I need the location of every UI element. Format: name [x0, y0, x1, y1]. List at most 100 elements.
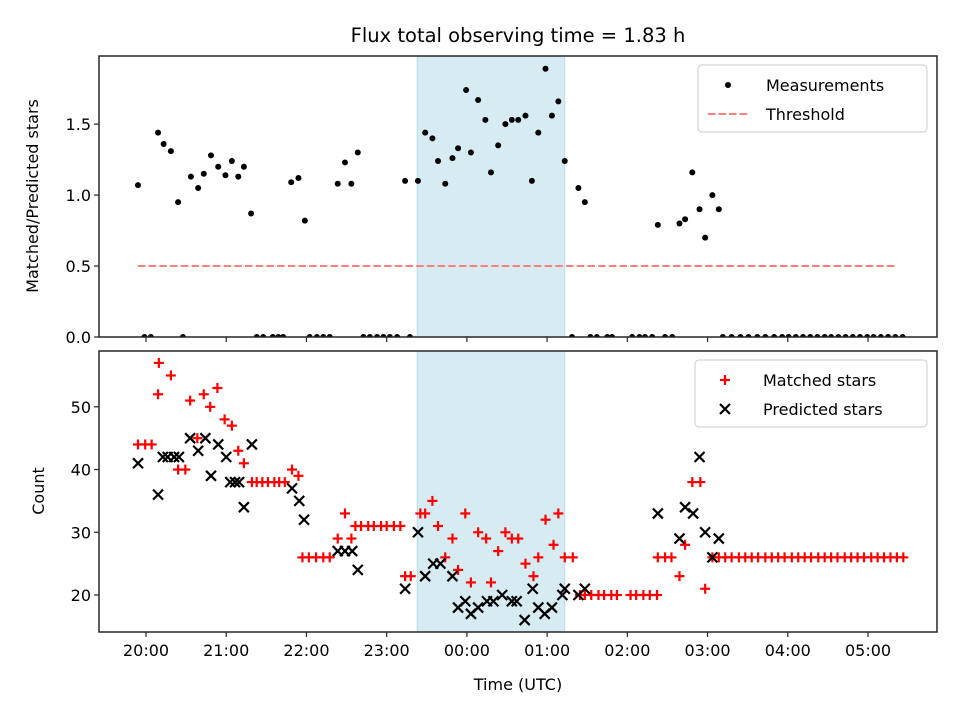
- predicted-star-point: [687, 507, 699, 520]
- matched-star-point: [153, 357, 164, 368]
- y-tick-label: 40: [71, 461, 91, 480]
- measurement-point: [702, 234, 709, 241]
- y-tick-label: 20: [71, 586, 91, 605]
- top-legend: Measurements Threshold: [697, 64, 928, 133]
- x-tick-label: 05:00: [845, 641, 891, 660]
- matched-star-point: [513, 533, 524, 544]
- measurement-point: [200, 170, 207, 177]
- matched-star-point: [533, 552, 544, 563]
- x-tick-label: 00:00: [444, 641, 490, 660]
- matched-star-point: [287, 464, 298, 475]
- matched-star-point: [500, 527, 511, 538]
- measurement-point: [463, 87, 470, 94]
- top-y-axis-label: Matched/Predicted stars: [23, 99, 42, 293]
- matched-star-point: [447, 533, 458, 544]
- predicted-star-point: [673, 532, 686, 545]
- predicted-star-point: [192, 444, 204, 457]
- chart-title: Flux total observing time = 1.83 h: [351, 24, 686, 47]
- matched-star-point: [153, 389, 164, 400]
- matched-star-point: [553, 508, 564, 519]
- predicted-star-point: [459, 595, 472, 608]
- top-shaded-region: [416, 55, 566, 338]
- predicted-star-point: [224, 476, 237, 488]
- y-tick-label: 0.5: [66, 257, 91, 276]
- measurement-point: [696, 206, 703, 213]
- predicted-star-point: [713, 532, 725, 545]
- y-tick-label: 0.0: [66, 328, 91, 347]
- legend-measurements-marker: [725, 82, 731, 88]
- predicted-star-point: [399, 582, 411, 595]
- matched-star-point: [695, 477, 706, 488]
- predicted-star-point: [518, 614, 531, 626]
- matched-star-point: [233, 445, 244, 456]
- measurement-point: [341, 159, 348, 166]
- matched-star-point: [405, 571, 416, 582]
- measurement-point: [475, 96, 482, 103]
- legend-matched-label: Matched stars: [763, 371, 876, 390]
- measurement-point: [187, 173, 194, 180]
- measurement-point: [414, 177, 421, 184]
- predicted-star-point: [510, 595, 523, 608]
- predicted-star-point: [205, 470, 217, 482]
- measurement-point: [508, 116, 515, 123]
- matched-star-point: [611, 589, 622, 600]
- bottom-legend-box: [694, 359, 928, 428]
- x-tick-label: 21:00: [203, 641, 249, 660]
- matched-star-point: [440, 552, 451, 563]
- x-tick-label: 01:00: [524, 641, 570, 660]
- measurement-point: [422, 129, 429, 136]
- measurement-point: [348, 180, 355, 187]
- predicted-star-point: [412, 526, 424, 539]
- measurement-point: [134, 182, 141, 189]
- measurement-point: [442, 180, 449, 187]
- predicted-star-point: [472, 601, 484, 614]
- measurement-point: [575, 184, 582, 191]
- top-panel: 0.0 0.5 1.0 1.5 Matched/Predicted stars Mea…: [23, 55, 938, 347]
- bottom-marks: [132, 357, 909, 626]
- bottom-y-axis-label: Count: [29, 467, 48, 515]
- measurement-point: [455, 145, 462, 152]
- bottom-axes-frame: [98, 350, 938, 633]
- predicted-star-point: [556, 589, 569, 601]
- matched-star-point: [180, 464, 191, 475]
- measurement-point: [354, 149, 361, 156]
- predicted-star-point: [706, 551, 719, 564]
- predicted-star-point: [652, 507, 664, 520]
- predicted-star-point: [132, 457, 144, 470]
- measurement-point: [288, 179, 295, 186]
- matched-star-point: [332, 533, 343, 544]
- predicted-star-point: [496, 589, 508, 601]
- matched-star-point: [674, 571, 685, 582]
- predicted-star-point: [579, 582, 591, 595]
- predicted-star-point: [558, 582, 571, 595]
- legend-threshold-label: Threshold: [765, 105, 845, 124]
- measurement-point: [561, 158, 568, 165]
- matched-star-point: [528, 571, 539, 582]
- predicted-star-point: [246, 438, 258, 451]
- measurement-point: [248, 210, 255, 217]
- predicted-star-point: [434, 557, 447, 570]
- x-tick-label: 02:00: [604, 641, 650, 660]
- top-y-ticks: 0.0 0.5 1.0 1.5: [66, 115, 99, 347]
- bot-series-group: [132, 357, 909, 626]
- matched-star-point: [238, 458, 249, 469]
- measurement-point: [542, 65, 549, 72]
- matched-star-point: [192, 433, 203, 444]
- matched-star-point: [205, 401, 216, 412]
- measurement-point: [235, 173, 242, 180]
- matched-star-point: [520, 558, 531, 569]
- measurement-point: [301, 217, 308, 224]
- matched-star-point: [485, 577, 496, 588]
- measurement-point: [222, 172, 229, 179]
- predicted-star-point: [168, 451, 180, 463]
- measurement-point: [449, 155, 456, 162]
- measurement-point: [502, 121, 509, 128]
- matched-star-point: [433, 520, 444, 531]
- measurement-point: [682, 216, 689, 223]
- measurement-point: [515, 116, 522, 123]
- measurement-point: [402, 177, 409, 184]
- top-x-ticks: [145, 337, 869, 342]
- measurement-point: [487, 169, 494, 176]
- legend-measurements-label: Measurements: [766, 76, 884, 95]
- y-tick-label: 1.5: [66, 115, 91, 134]
